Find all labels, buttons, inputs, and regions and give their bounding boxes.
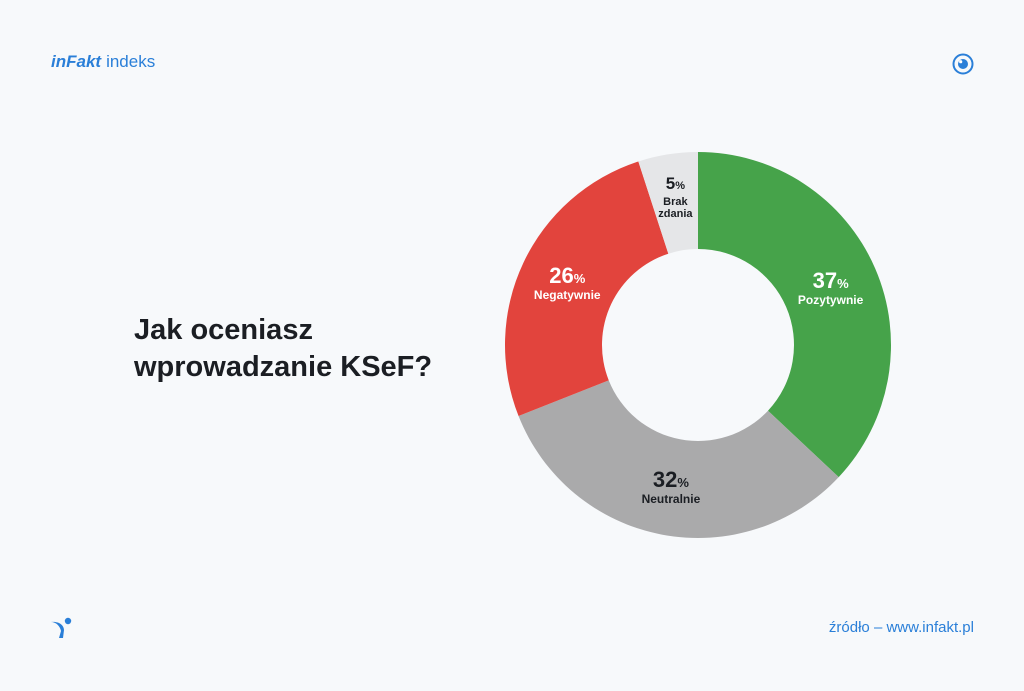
slice-value: 26 <box>549 263 574 289</box>
slice-value: 5 <box>665 174 676 194</box>
slice-pozytywnie <box>698 152 891 478</box>
question-line-2: wprowadzanie KSeF? <box>134 351 433 383</box>
slice-name: Pozytywnie <box>797 292 864 307</box>
donut-chart: 37% Pozytywnie 32% Neutralnie 26% Negatywnie 5… <box>503 150 893 540</box>
slice-brak-zdania <box>638 152 698 254</box>
slice-negatywnie <box>505 161 669 417</box>
slice-label: 26% Negatywnie <box>533 263 601 303</box>
slice-name: Negatywnie <box>533 288 601 303</box>
slice-unit: % <box>837 275 849 291</box>
brand-logo: inFakt <box>51 52 102 71</box>
brand: inFakt indeks <box>51 52 155 72</box>
slice-unit: % <box>573 271 586 287</box>
slice-unit: % <box>675 180 686 193</box>
eye-icon <box>952 53 974 75</box>
slice-value: 37 <box>812 267 838 293</box>
slice-label: 37% Pozytywnie <box>797 267 864 307</box>
slice-name: Brak zdania <box>658 196 693 221</box>
slice-neutralnie <box>518 380 839 538</box>
chart-question: Jak oceniasz wprowadzanie KSeF? <box>134 312 474 386</box>
bird-icon <box>51 617 72 638</box>
slice-label: 32% Neutralnie <box>641 466 701 506</box>
donut-chart-svg <box>505 152 891 538</box>
question-line-1: Jak oceniasz <box>134 314 313 346</box>
source-text: źródło – www.infakt.pl <box>828 619 974 636</box>
slice-unit: % <box>677 474 689 490</box>
slice-name: Neutralnie <box>641 491 701 506</box>
slice-label: 5% Brak zdania <box>653 172 697 220</box>
slice-value: 32 <box>652 466 678 492</box>
brand-suffix: indeks <box>106 52 156 71</box>
